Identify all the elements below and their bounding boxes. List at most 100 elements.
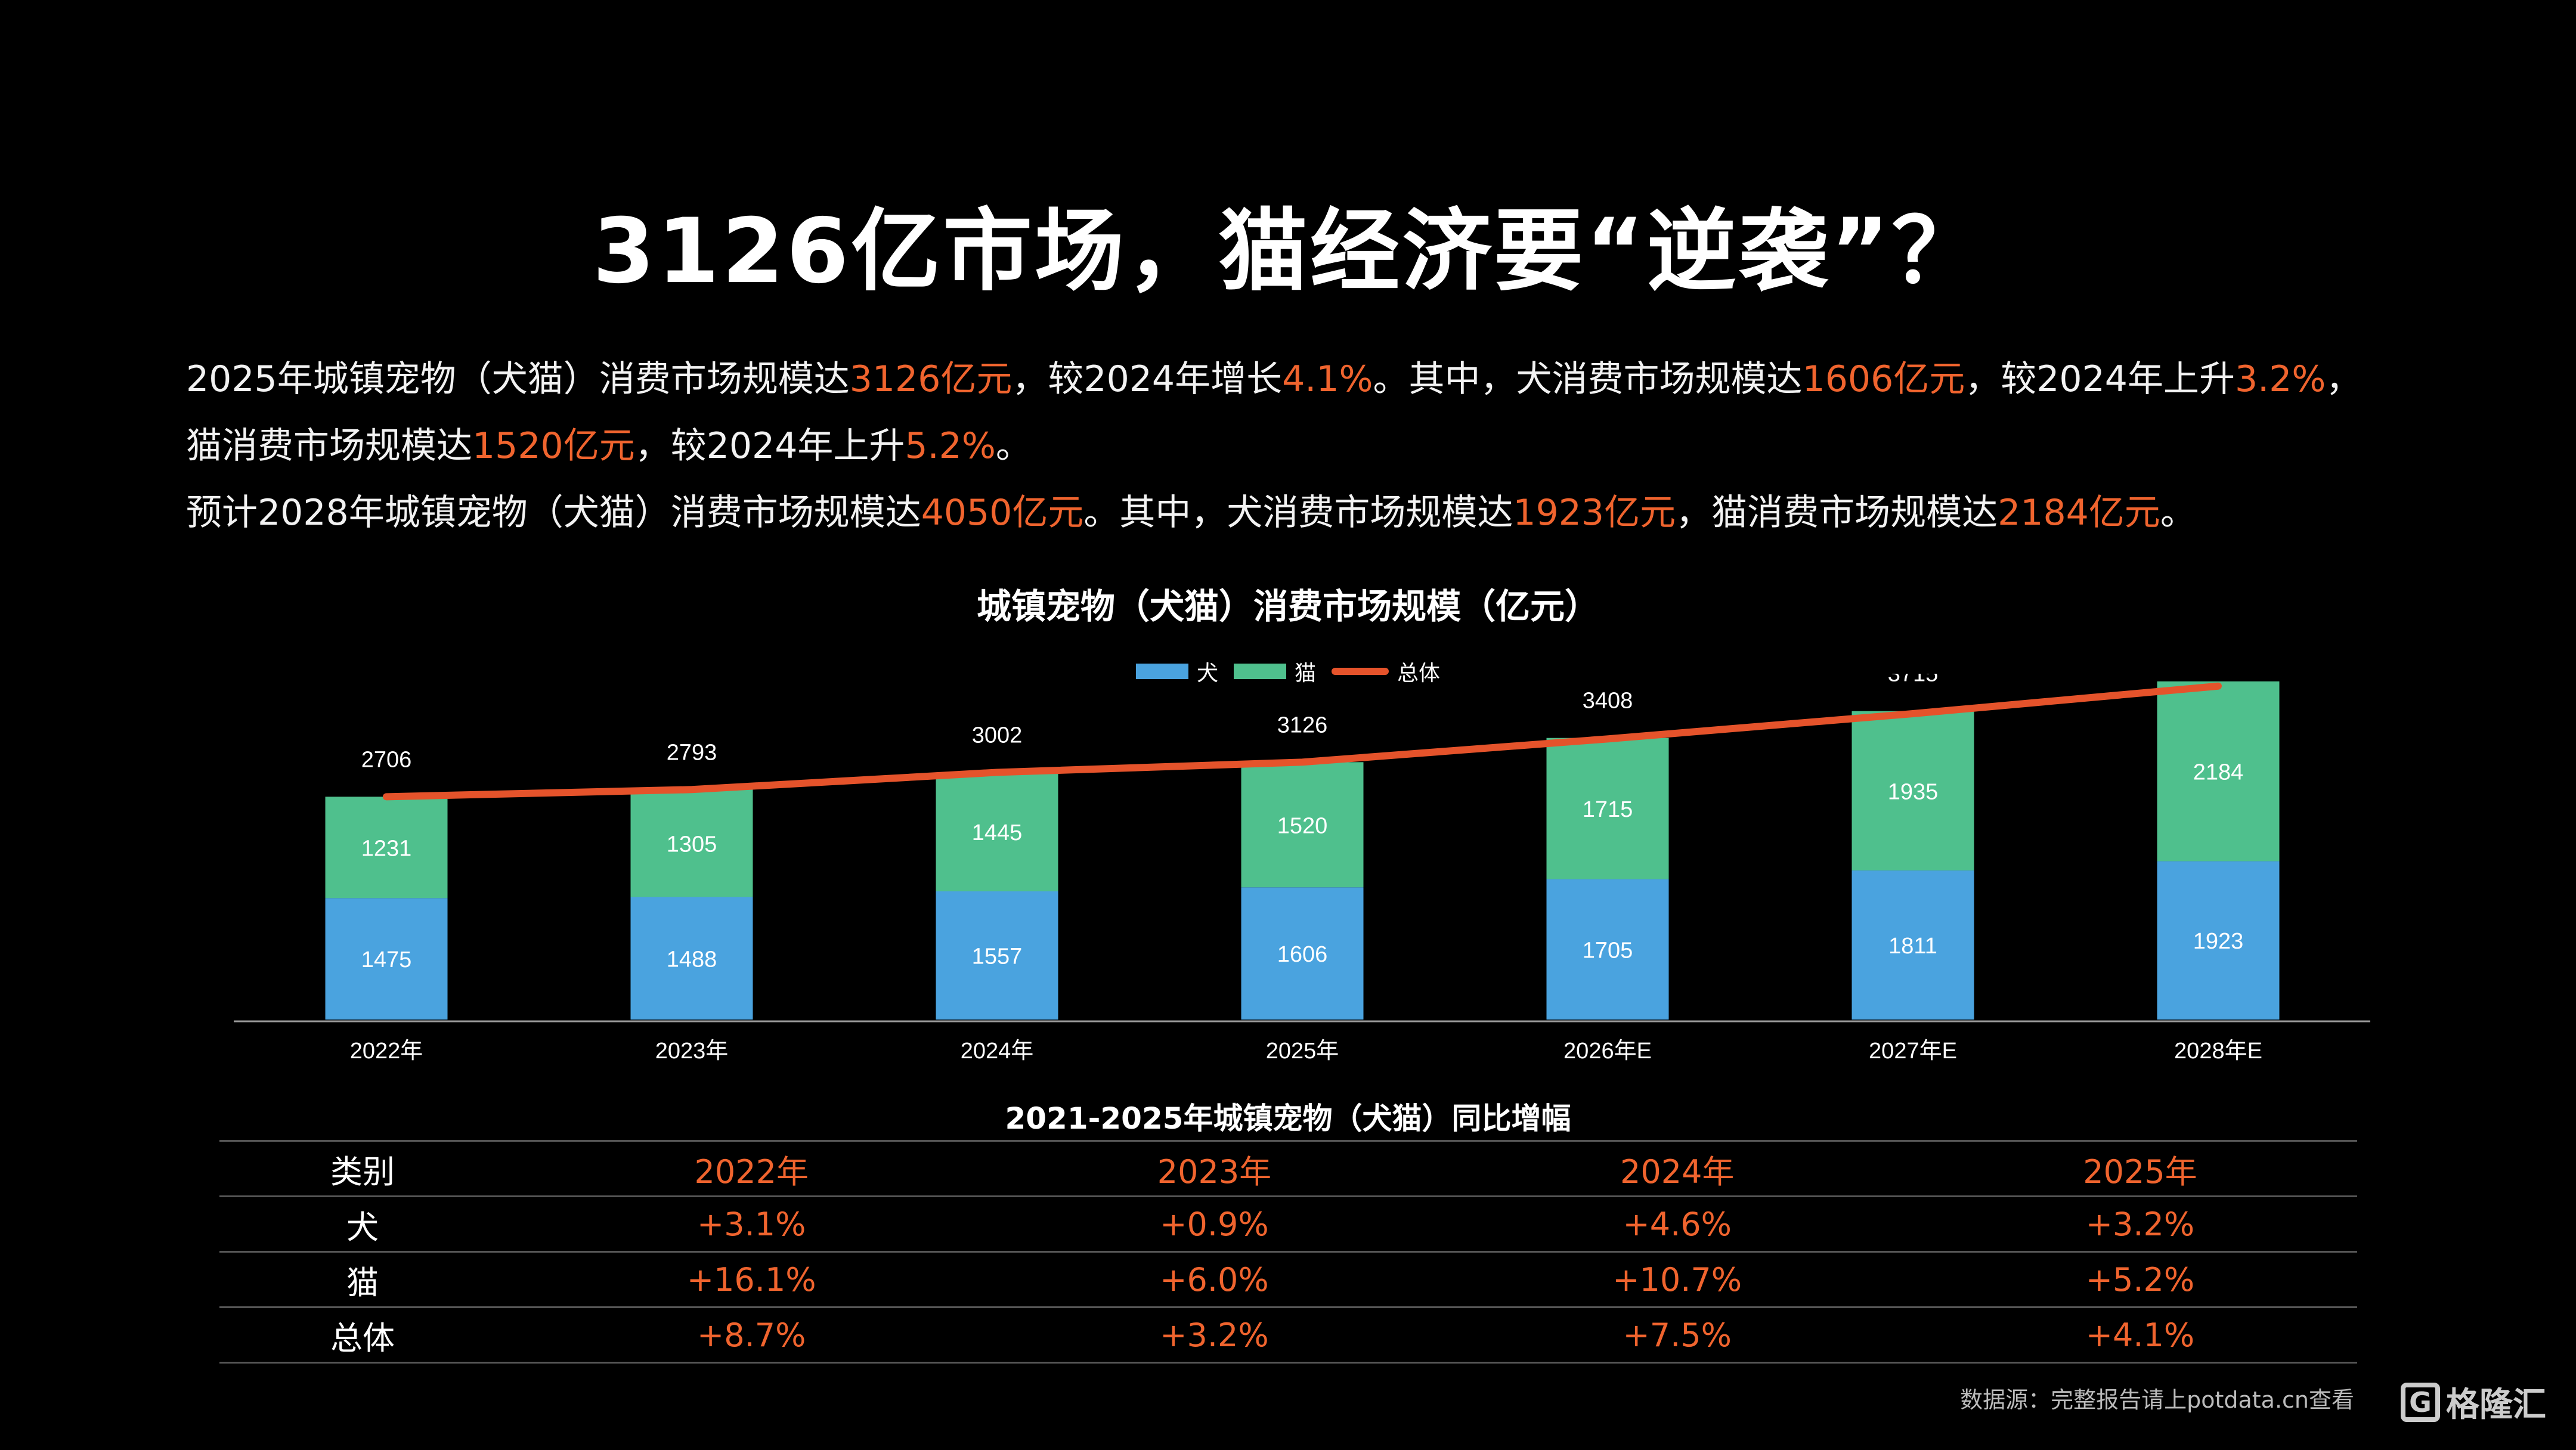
line-total: [383, 682, 2222, 801]
data-label-cat: 1445: [972, 820, 1023, 845]
data-label-cat: 1715: [1583, 797, 1633, 822]
bar-dog: [2157, 861, 2280, 1020]
intro-segment: ，较2024年上升: [1965, 358, 2235, 400]
data-label-dog: 1557: [972, 944, 1023, 969]
table-header-cell: 2024年: [1431, 1140, 1923, 1197]
legend-label: 猫: [1294, 661, 1316, 686]
data-label-dog: 1488: [667, 947, 717, 972]
intro-segment: ，较2024年上升: [634, 425, 905, 467]
table-value-cell: +4.1%: [1922, 1307, 2357, 1364]
logo-text: 格隆汇: [2446, 1386, 2546, 1424]
data-label-total: 3126: [1277, 712, 1328, 738]
table-row: 总体 +8.7% +3.2% +7.5% +4.1%: [219, 1307, 2357, 1364]
data-label-total: 2793: [667, 740, 717, 765]
legend-swatch: [1233, 664, 1286, 679]
table-value-cell: +10.7%: [1431, 1251, 1923, 1308]
stacked-bar-chart: 1475 1231 2706 2022年 1488 1305 2793 2023年 1557 14…: [234, 674, 2370, 1064]
intro-segment: 。: [2160, 492, 2196, 534]
bar-cat: [630, 789, 753, 897]
x-tick-label: 2024年: [961, 1039, 1034, 1064]
table-row: 犬 +3.1% +0.9% +4.6% +3.2%: [219, 1196, 2357, 1253]
bar-cat: [1852, 711, 1974, 870]
bar-dog: [1546, 879, 1669, 1020]
highlight-value: 2184亿元: [1998, 492, 2160, 534]
intro-segment: 2025年城镇宠物（犬猫）消费市场规模达: [186, 358, 850, 400]
table-header-cell: 2022年: [506, 1140, 998, 1197]
table-header-cell: 类别: [219, 1140, 506, 1197]
table-value-cell: +3.2%: [1922, 1196, 2357, 1253]
data-label-dog: 1811: [1888, 934, 1937, 959]
intro-segment: ，较2024年增长: [1012, 358, 1283, 400]
bar-dog: [325, 898, 448, 1020]
intro-segment: 。其中，犬消费市场规模达: [1083, 492, 1513, 534]
table-value-cell: +3.1%: [506, 1196, 998, 1253]
bar-dog: [1241, 887, 1364, 1020]
bar-cat: [1241, 762, 1364, 888]
intro-segment: ，: [2326, 358, 2362, 400]
highlight-value: 3.2%: [2234, 358, 2326, 400]
data-label-dog: 1475: [361, 947, 412, 972]
intro-segment: 。: [995, 425, 1032, 467]
bar-dog: [1852, 870, 1974, 1020]
x-tick-label: 2028年E: [2174, 1039, 2262, 1064]
x-tick-label: 2023年: [655, 1039, 729, 1064]
table-row: 猫 +16.1% +6.0% +10.7% +5.2%: [219, 1251, 2357, 1308]
table-header-cell: 2025年: [1922, 1140, 2357, 1197]
intro-text: 2025年城镇宠物（犬猫）消费市场规模达3126亿元，较2024年增长4.1% 。…: [186, 346, 2452, 546]
x-tick-label: 2027年E: [1869, 1039, 1957, 1064]
intro-segment: 猫消费市场规模达: [186, 425, 472, 467]
table-value-cell: +5.2%: [1922, 1251, 2357, 1308]
bar-cat: [936, 772, 1058, 891]
legend-item: 总体: [1332, 656, 1440, 687]
highlight-value: 4050亿元: [921, 492, 1084, 534]
legend-swatch: [1135, 664, 1188, 679]
table-category-cell: 猫: [219, 1251, 506, 1308]
highlight-value: 5.2%: [905, 425, 996, 467]
highlight-value: 1923亿元: [1513, 492, 1676, 534]
intro-segment: 预计2028年城镇宠物（犬猫）消费市场规模达: [186, 492, 921, 534]
highlight-value: 3126亿元: [849, 358, 1013, 400]
bar-cat: [1546, 738, 1669, 879]
chart-title: 城镇宠物（犬猫）消费市场规模（亿元）: [976, 586, 1599, 627]
legend-item: 犬: [1135, 656, 1218, 687]
data-label-cat: 1520: [1277, 813, 1328, 838]
x-tick-label: 2022年: [350, 1039, 423, 1064]
table-header-cell: 2023年: [997, 1140, 1432, 1197]
legend-item: 猫: [1233, 656, 1316, 687]
highlight-value: 4.1%: [1282, 358, 1373, 400]
intro-line: 预计2028年城镇宠物（犬猫）消费市场规模达4050亿元。其中，犬消费市场规模达…: [186, 479, 2452, 546]
table-value-cell: +8.7%: [506, 1307, 998, 1364]
x-tick-label: 2025年: [1266, 1039, 1339, 1064]
data-label-dog: 1923: [2193, 929, 2244, 954]
data-label-total: 3715: [1888, 674, 1939, 687]
table-value-cell: +3.2%: [997, 1307, 1432, 1364]
legend-label: 总体: [1397, 661, 1441, 686]
intro-line: 猫消费市场规模达1520亿元，较2024年上升5.2%。: [186, 413, 2452, 479]
x-tick-label: 2026年E: [1563, 1039, 1652, 1064]
legend-label: 犬: [1196, 661, 1218, 686]
table-category-cell: 犬: [219, 1196, 506, 1253]
page-title: 3126亿市场，猫经济要“逆袭”？: [592, 200, 1984, 303]
data-label-total: 2706: [361, 747, 412, 772]
data-label-total: 3408: [1583, 689, 1633, 714]
data-label-cat: 2184: [2193, 760, 2244, 785]
intro-segment: ，猫消费市场规模达: [1676, 492, 1998, 534]
table-value-cell: +4.6%: [1431, 1196, 1923, 1253]
table-value-cell: +16.1%: [506, 1251, 998, 1308]
data-label-dog: 1606: [1277, 942, 1328, 967]
growth-table: 类别 2022年 2023年 2024年 2025年犬 +3.1% +0.9% +4.6% +3…: [219, 1140, 2357, 1364]
table-category-cell: 总体: [219, 1307, 506, 1364]
highlight-value: 1520亿元: [472, 425, 635, 467]
bar-dog: [630, 897, 753, 1020]
table-value-cell: +0.9%: [997, 1196, 1432, 1253]
bar-cat: [325, 797, 448, 898]
table-value-cell: +6.0%: [997, 1251, 1432, 1308]
data-label-dog: 1705: [1583, 938, 1633, 963]
logo-icon: G: [2401, 1382, 2440, 1422]
source-note: 数据源：完整报告请上potdata.cn查看: [1960, 1387, 2354, 1413]
highlight-value: 1606亿元: [1802, 358, 1965, 400]
intro-line: 2025年城镇宠物（犬猫）消费市场规模达3126亿元，较2024年增长4.1%。…: [186, 346, 2452, 413]
table-value-cell: +7.5%: [1431, 1307, 1923, 1364]
data-label-cat: 1935: [1888, 779, 1939, 804]
chart-legend: 犬 猫 总体: [0, 656, 2576, 687]
